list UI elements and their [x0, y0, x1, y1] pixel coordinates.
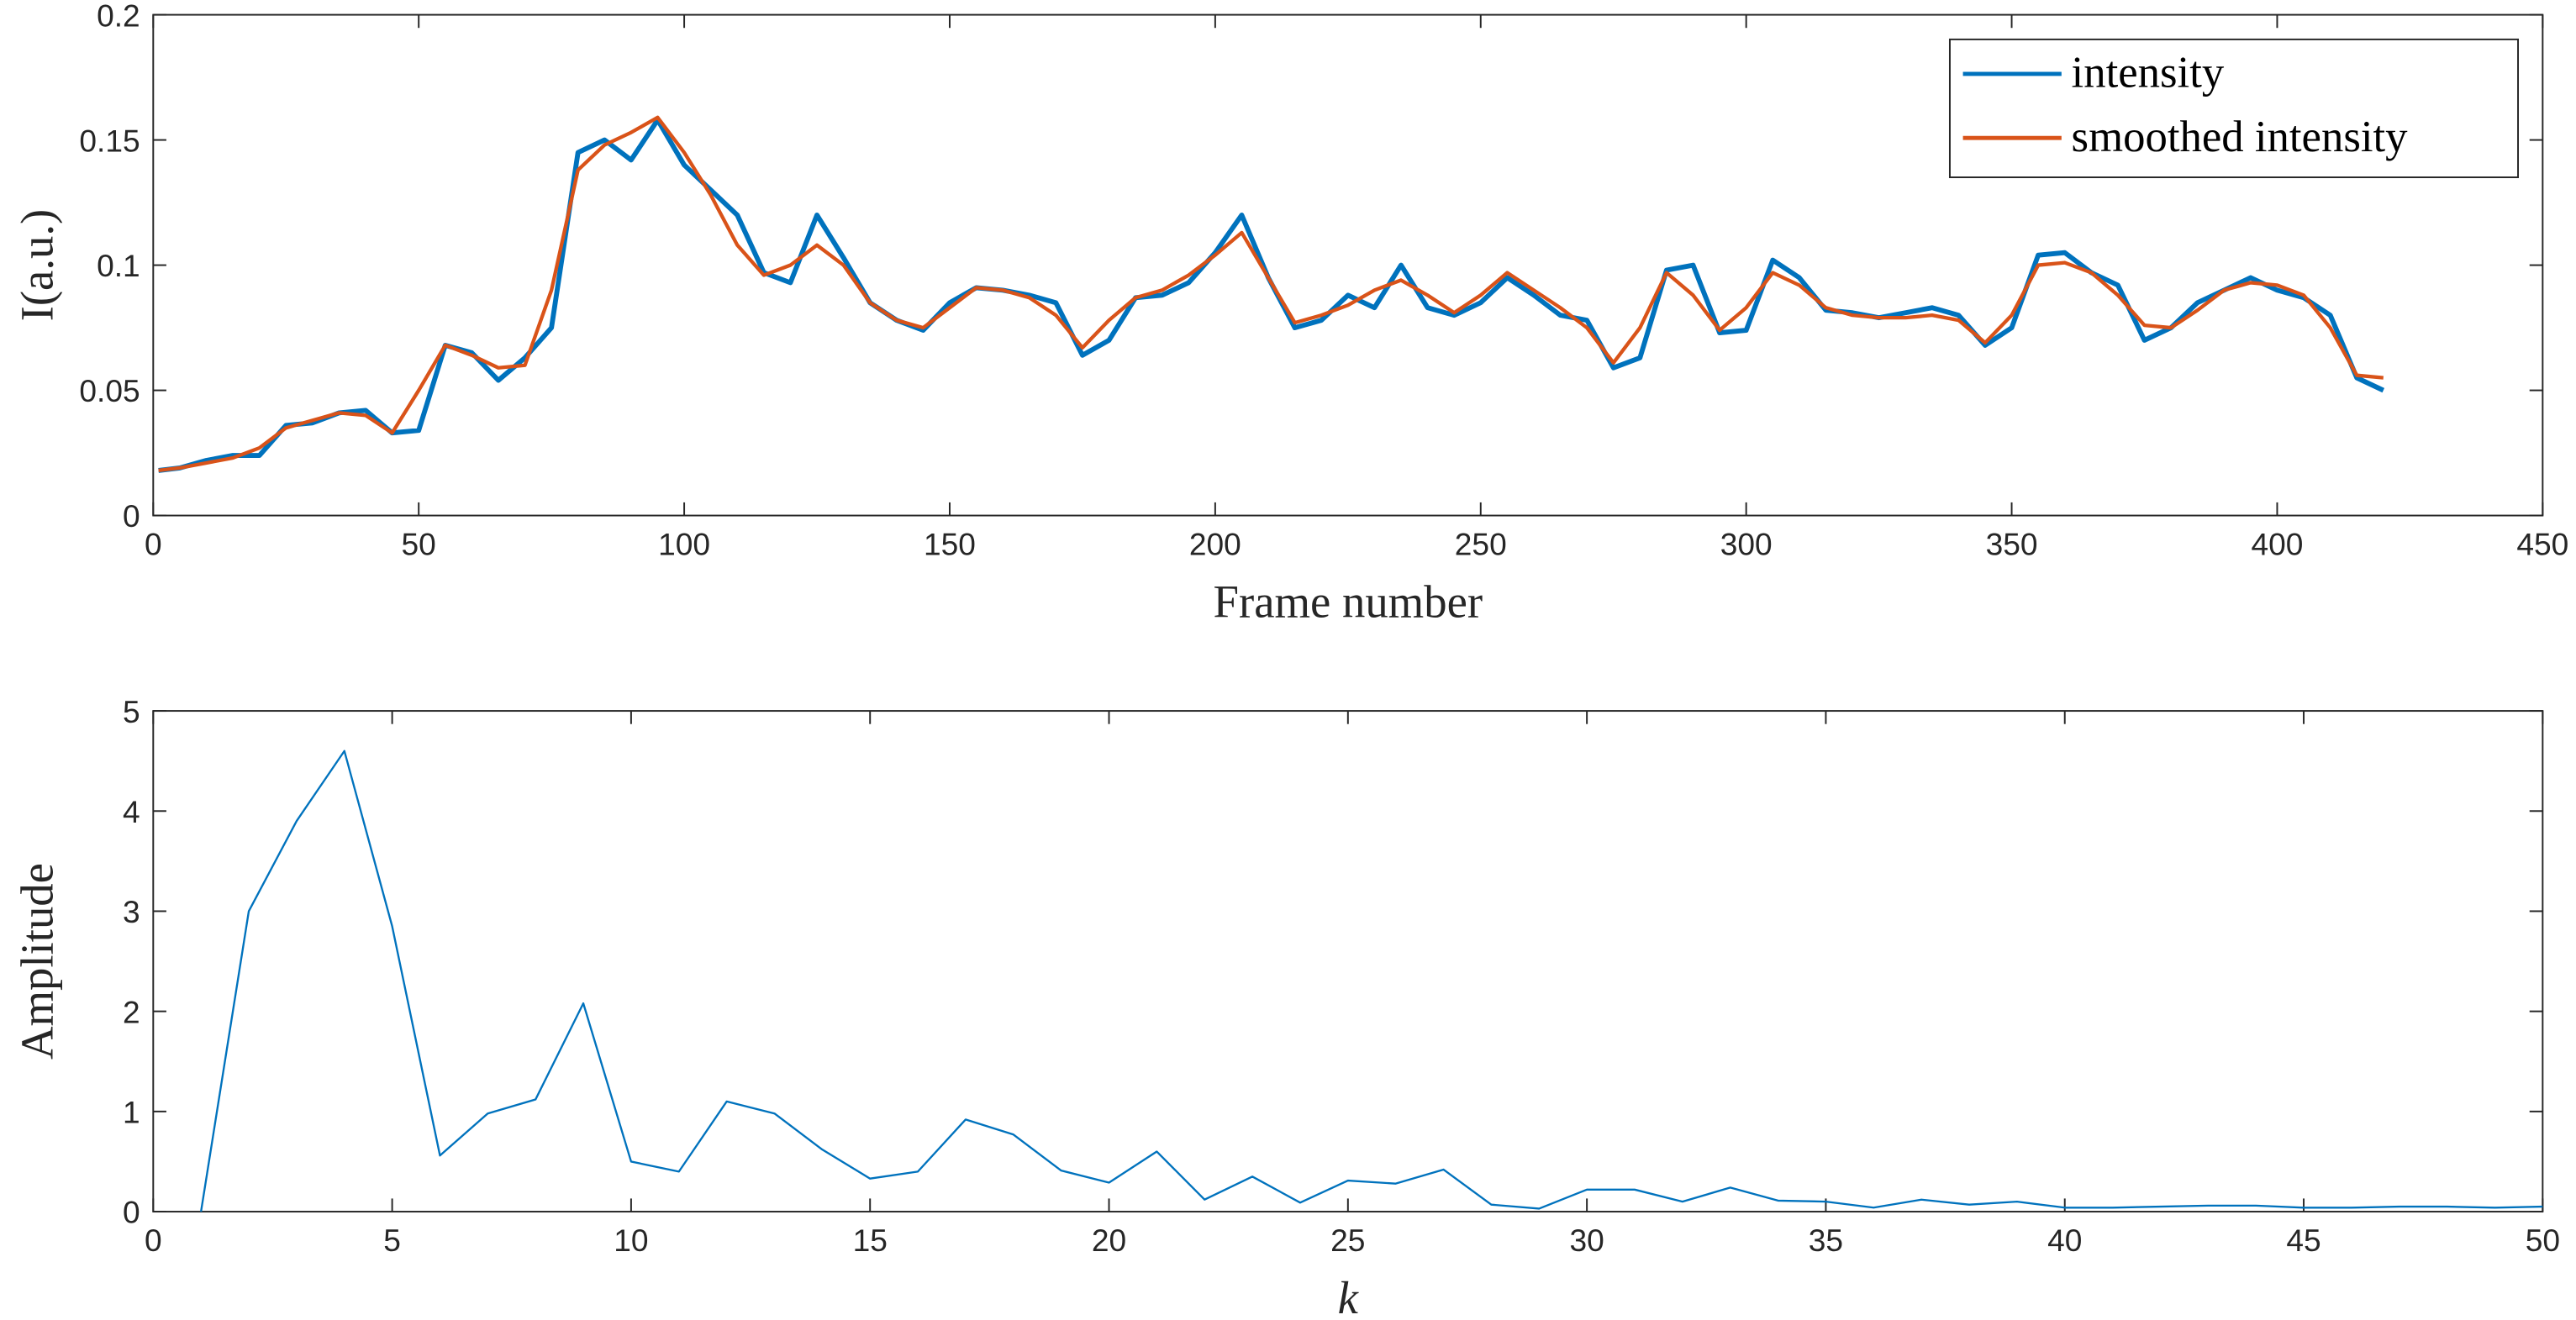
x-tick-label: 40: [2047, 1223, 2082, 1258]
x-tick-label: 50: [402, 526, 436, 561]
x-axis-label: Frame number: [1214, 576, 1483, 628]
y-tick-label: 0.2: [97, 0, 140, 33]
data-line: [200, 749, 2543, 1212]
x-tick-label: 0: [145, 526, 162, 561]
x-tick-label: 10: [614, 1223, 648, 1258]
x-tick-label: 35: [1809, 1223, 1843, 1258]
y-tick-label: 0.15: [79, 123, 140, 158]
y-tick-label: 5: [123, 694, 140, 729]
y-tick-label: 1: [123, 1095, 140, 1130]
x-tick-label: 250: [1455, 526, 1507, 561]
y-tick-label: 2: [123, 994, 140, 1029]
x-tick-label: 25: [1330, 1223, 1365, 1258]
x-tick-label: 5: [383, 1223, 401, 1258]
y-tick-label: 0.05: [79, 373, 140, 408]
x-tick-label: 45: [2286, 1223, 2321, 1258]
y-tick-label: 0: [123, 1195, 140, 1230]
y-tick-label: 3: [123, 894, 140, 929]
legend: intensity smoothed intensity: [1948, 38, 2520, 179]
x-tick-label: 200: [1189, 526, 1241, 561]
data-line: [158, 115, 2384, 473]
x-tick-label: 300: [1720, 526, 1773, 561]
x-tick-label: 20: [1092, 1223, 1126, 1258]
axes-box: [152, 710, 2544, 1213]
x-tick-label: 100: [658, 526, 710, 561]
x-tick-label: 400: [2251, 526, 2303, 561]
x-tick-label: 0: [145, 1223, 162, 1258]
x-tick-label: 15: [853, 1223, 888, 1258]
legend-box: [1948, 38, 2520, 179]
x-tick-label: 350: [1986, 526, 2038, 561]
x-tick-label: 150: [924, 526, 976, 561]
y-axis-label: I(a.u.): [12, 209, 63, 322]
x-tick-label: 30: [1569, 1223, 1604, 1258]
x-tick-label: 50: [2526, 1223, 2560, 1258]
x-axis-label: k: [1338, 1272, 1360, 1320]
y-tick-label: 0: [123, 498, 140, 534]
x-tick-label: 450: [2516, 526, 2568, 561]
legend-label: intensity: [2072, 49, 2225, 97]
y-axis-label: Amplitude: [12, 863, 63, 1060]
y-tick-label: 4: [123, 794, 140, 829]
legend-label: smoothed intensity: [2072, 113, 2409, 161]
y-tick-label: 0.1: [97, 248, 140, 283]
